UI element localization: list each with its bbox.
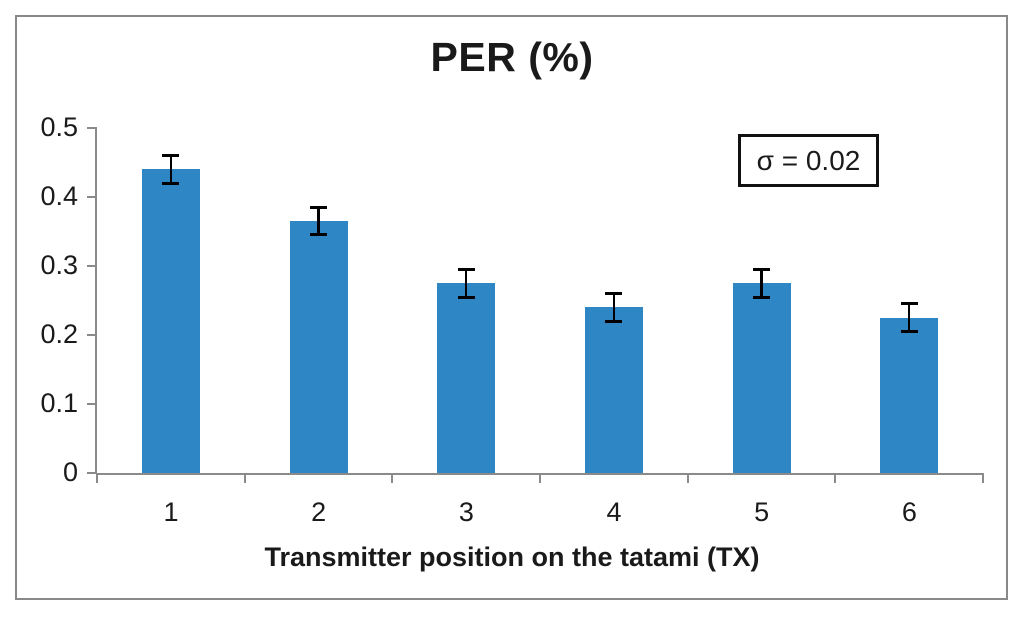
x-tick-label: 4 xyxy=(606,497,622,527)
x-tick-label: 6 xyxy=(901,497,917,527)
bar xyxy=(289,221,348,473)
error-bar-cap-top xyxy=(310,205,327,209)
x-tick xyxy=(96,473,98,483)
chart-title: PER (%) xyxy=(430,34,594,80)
y-tick xyxy=(87,265,97,267)
x-tick-label: 3 xyxy=(458,497,474,527)
bar xyxy=(141,169,200,473)
error-bar-cap-top xyxy=(457,267,475,271)
error-bar-cap-bottom xyxy=(753,295,770,299)
y-tick xyxy=(87,196,97,198)
error-bar-line xyxy=(760,269,763,298)
x-tick-label: 1 xyxy=(163,497,179,527)
y-tick xyxy=(87,127,97,129)
error-bar-cap-bottom xyxy=(310,233,327,237)
y-axis-line xyxy=(95,128,97,473)
x-tick xyxy=(391,473,394,483)
x-tick-label: 5 xyxy=(754,497,770,527)
x-tick xyxy=(539,473,541,483)
y-tick xyxy=(87,403,97,405)
bar xyxy=(437,283,496,473)
error-bar-cap-top xyxy=(605,292,623,296)
sigma-annotation-text: σ = 0.02 xyxy=(756,144,861,176)
y-tick-label: 0 xyxy=(62,457,78,487)
error-bar-cap-bottom xyxy=(605,319,623,323)
error-bar-cap-top xyxy=(753,267,770,271)
x-tick xyxy=(834,473,837,483)
y-tick-label: 0.2 xyxy=(40,319,78,349)
bar xyxy=(584,307,643,473)
bar xyxy=(880,317,939,473)
error-bar-line xyxy=(169,155,173,184)
y-tick xyxy=(87,334,97,336)
error-bar-cap-top xyxy=(900,302,918,306)
x-tick xyxy=(686,473,689,483)
x-axis-title: Transmitter position on the tatami (TX) xyxy=(264,542,760,572)
error-bar-cap-bottom xyxy=(162,181,180,185)
error-bar-line xyxy=(317,207,320,235)
y-tick-label: 0.5 xyxy=(40,112,78,142)
y-tick-label: 0.1 xyxy=(40,388,78,418)
x-tick xyxy=(982,473,984,483)
error-bar-cap-bottom xyxy=(457,295,475,299)
x-tick xyxy=(243,473,246,483)
x-tick-label: 2 xyxy=(311,497,327,527)
error-bar-cap-top xyxy=(162,154,180,158)
y-tick-label: 0.4 xyxy=(40,181,78,211)
error-bar-line xyxy=(464,269,468,298)
error-bar-cap-bottom xyxy=(900,330,918,334)
sigma-annotation-box: σ = 0.02 xyxy=(738,134,879,187)
y-tick xyxy=(87,472,97,474)
bar xyxy=(732,283,791,473)
error-bar-line xyxy=(907,303,911,332)
error-bar-line xyxy=(612,293,616,322)
y-tick-label: 0.3 xyxy=(40,250,78,280)
